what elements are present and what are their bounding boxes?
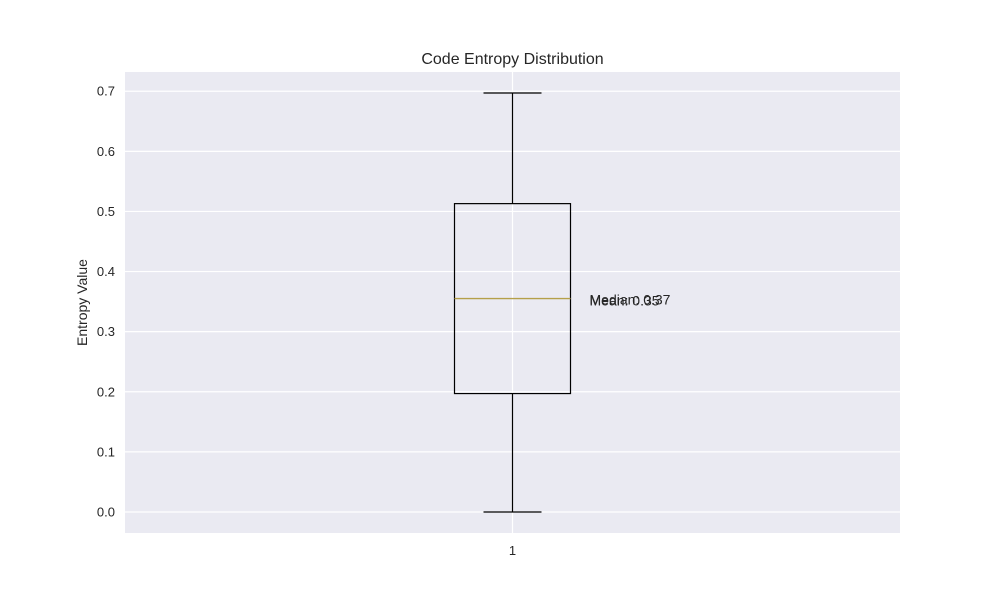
y-tick-label: 0.6 <box>97 144 115 159</box>
box-layer <box>453 92 572 513</box>
y-tick-label: 0.4 <box>97 264 115 279</box>
y-tick-label: 0.7 <box>97 84 115 99</box>
y-tick-label: 0.2 <box>97 384 115 399</box>
y-tick-label: 0.0 <box>97 504 115 519</box>
median-annotation: Median: 0.37 <box>590 292 671 308</box>
y-tick-label: 0.5 <box>97 204 115 219</box>
y-tick-label: 0.1 <box>97 444 115 459</box>
mean-annotation: Mean: 0.35 <box>590 293 660 309</box>
chart-title: Code Entropy Distribution <box>421 51 603 68</box>
y-axis-label: Entropy Value <box>74 259 90 346</box>
tick-labels: 0.0 0.1 0.2 0.3 0.4 0.5 0.6 0.7 1 <box>97 84 516 558</box>
x-tick-label: 1 <box>509 543 516 558</box>
y-tick-label: 0.3 <box>97 324 115 339</box>
